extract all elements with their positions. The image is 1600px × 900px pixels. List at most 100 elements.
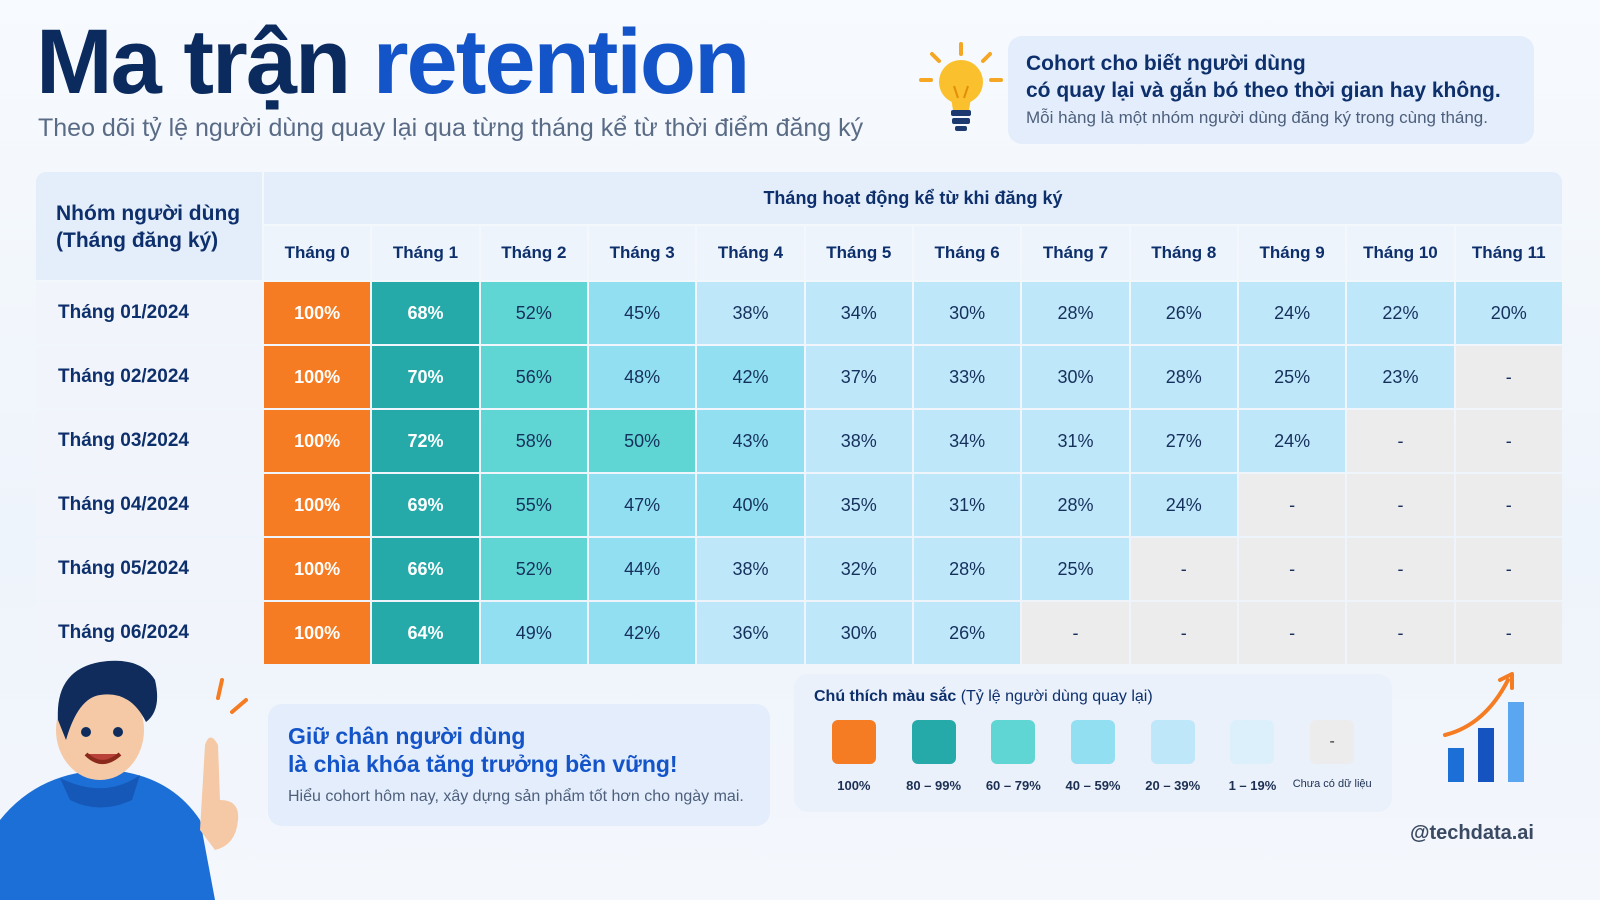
heatmap-cell: 28%	[1022, 282, 1129, 344]
legend-label: 40 – 59%	[1065, 778, 1121, 793]
column-header: Tháng 10	[1347, 226, 1454, 280]
brand-handle: @techdata.ai	[1410, 822, 1534, 844]
legend-swatch	[1230, 720, 1275, 764]
row-header-line-2: (Tháng đăng ký)	[56, 229, 219, 252]
heatmap-cell: 52%	[480, 538, 587, 600]
heatmap-cell: 20%	[1455, 282, 1562, 344]
cohort-label: Tháng 05/2024	[36, 538, 262, 600]
heatmap-cell: 48%	[588, 346, 696, 408]
info-line-2: có quay lại và gắn bó theo thời gian hay…	[1026, 79, 1501, 102]
heatmap-cell: -	[1238, 474, 1346, 536]
legend-item: 100%	[814, 720, 894, 793]
heatmap-cell: 38%	[697, 538, 804, 600]
legend-item: - Chưa có dữ liệu	[1292, 720, 1372, 793]
legend-swatch	[991, 720, 1036, 764]
legend-item: 40 – 59%	[1053, 720, 1133, 793]
heatmap-cell: 26%	[913, 602, 1021, 664]
legend-swatch	[1150, 720, 1195, 764]
heatmap-cell: 100%	[264, 282, 371, 344]
heatmap-cell: 68%	[372, 282, 479, 344]
heatmap-cell: 23%	[1347, 346, 1454, 408]
legend-label: 1 – 19%	[1228, 778, 1277, 793]
legend-label: Chưa có dữ liệu	[1292, 778, 1372, 790]
column-header: Tháng 5	[805, 226, 912, 280]
column-header: Tháng 9	[1238, 226, 1346, 280]
heatmap-cell: 43%	[697, 410, 804, 472]
page-subtitle: Theo dõi tỷ lệ người dùng quay lại qua t…	[38, 114, 864, 142]
heatmap-cell: 72%	[372, 410, 479, 472]
heatmap-cell: -	[1455, 474, 1562, 536]
heatmap-cell: 42%	[697, 346, 804, 408]
matrix-grid: Nhóm người dùng (Tháng đăng ký) Tháng ho…	[36, 172, 1562, 664]
heatmap-cell: 42%	[588, 602, 696, 664]
person-pointing-illustration	[0, 660, 248, 900]
legend-label: 60 – 79%	[985, 778, 1041, 793]
column-group-header: Tháng hoạt động kể từ khi đăng ký	[264, 172, 1562, 224]
heatmap-cell: 34%	[913, 410, 1021, 472]
legend-title-rest: (Tỷ lệ người dùng quay lại)	[960, 688, 1153, 705]
heatmap-cell: 35%	[805, 474, 912, 536]
heatmap-cell: 34%	[805, 282, 912, 344]
heatmap-cell: 24%	[1238, 410, 1346, 472]
heatmap-cell: -	[1130, 602, 1237, 664]
heatmap-cell: -	[1347, 410, 1454, 472]
heatmap-cell: 58%	[480, 410, 587, 472]
heatmap-cell: -	[1455, 410, 1562, 472]
heatmap-cell: 38%	[805, 410, 912, 472]
heatmap-cell: 38%	[697, 282, 804, 344]
legend-item: 1 – 19%	[1213, 720, 1293, 793]
column-header: Tháng 2	[480, 226, 587, 280]
title-part-2: retention	[372, 11, 751, 113]
page-title: Ma trận retention	[36, 11, 751, 113]
heatmap-cell: 26%	[1130, 282, 1237, 344]
lightbulb-icon	[919, 42, 1003, 131]
heatmap-cell: 70%	[372, 346, 479, 408]
heatmap-cell: -	[1455, 538, 1562, 600]
heatmap-cell: 22%	[1347, 282, 1454, 344]
legend-items: 100% 80 – 99% 60 – 79% 40 – 59% 20 – 39% 1 – …	[814, 720, 1372, 793]
heatmap-cell: -	[1455, 602, 1562, 664]
heatmap-cell: 36%	[697, 602, 804, 664]
legend-label: 80 – 99%	[906, 778, 962, 793]
heatmap-cell: 44%	[588, 538, 696, 600]
info-line-3: Mỗi hàng là một nhóm người dùng đăng ký …	[1026, 108, 1488, 127]
heatmap-cell: -	[1130, 538, 1237, 600]
heatmap-cell: 24%	[1238, 282, 1346, 344]
legend-label: 20 – 39%	[1145, 778, 1201, 793]
quote-line-1: Giữ chân người dùng	[288, 723, 526, 749]
heatmap-cell: 40%	[697, 474, 804, 536]
legend-item: 20 – 39%	[1133, 720, 1213, 793]
legend-title-bold: Chú thích màu sắc	[814, 688, 957, 705]
quote-line-3: Hiểu cohort hôm nay, xây dựng sản phẩm t…	[288, 788, 744, 805]
heatmap-cell: -	[1347, 602, 1454, 664]
legend-label: 100%	[837, 778, 871, 793]
heatmap-cell: 30%	[1022, 346, 1129, 408]
heatmap-cell: -	[1022, 602, 1129, 664]
heatmap-cell: 69%	[372, 474, 479, 536]
heatmap-cell: 31%	[1022, 410, 1129, 472]
heatmap-cell: -	[1238, 538, 1346, 600]
cohort-label: Tháng 02/2024	[36, 346, 262, 408]
heatmap-cell: 32%	[805, 538, 912, 600]
cohort-label: Tháng 04/2024	[36, 474, 262, 536]
heatmap-cell: 50%	[588, 410, 696, 472]
quote-line-2: là chìa khóa tăng trưởng bền vững!	[288, 751, 678, 777]
column-header: Tháng 7	[1022, 226, 1129, 280]
heatmap-cell: -	[1347, 474, 1454, 536]
heatmap-cell: 31%	[913, 474, 1021, 536]
cohort-label: Tháng 01/2024	[36, 282, 262, 344]
growth-chart-icon	[1443, 672, 1524, 782]
cohort-label: Tháng 06/2024	[36, 602, 262, 664]
column-header: Tháng 3	[588, 226, 696, 280]
quote-callout: Giữ chân người dùng là chìa khóa tăng tr…	[268, 704, 770, 826]
retention-matrix: Nhóm người dùng (Tháng đăng ký) Tháng ho…	[36, 172, 1562, 664]
heatmap-cell: -	[1238, 602, 1346, 664]
heatmap-cell: -	[1455, 346, 1562, 408]
heatmap-cell: 30%	[913, 282, 1021, 344]
heatmap-cell: 25%	[1022, 538, 1129, 600]
cohort-label: Tháng 03/2024	[36, 410, 262, 472]
legend-title: Chú thích màu sắc (Tỷ lệ người dùng quay…	[814, 688, 1372, 706]
heatmap-cell: 100%	[264, 410, 371, 472]
legend-swatch: -	[1310, 720, 1355, 764]
legend-swatch	[911, 720, 956, 764]
